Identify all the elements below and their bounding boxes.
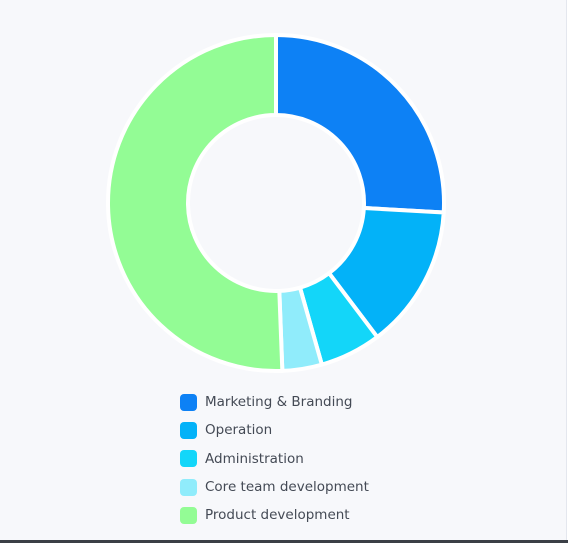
legend-item[interactable]: Operation [180,416,440,444]
chart-legend: Marketing & Branding Operation Administrat… [180,388,440,529]
donut-slice-marketing-branding[interactable] [274,33,446,215]
legend-item[interactable]: Core team development [180,473,440,501]
legend-item[interactable]: Product development [180,501,440,529]
bottom-border [0,540,568,543]
legend-swatch [180,450,197,468]
donut-slice-product-development[interactable] [106,33,285,373]
legend-swatch [180,478,197,496]
donut-chart [106,33,446,373]
legend-item[interactable]: Marketing & Branding [180,388,440,416]
legend-label: Product development [205,507,350,524]
legend-label: Core team development [205,479,369,496]
legend-swatch [180,421,197,439]
legend-item[interactable]: Administration [180,445,440,473]
legend-swatch [180,506,197,524]
legend-label: Operation [205,422,273,439]
legend-label: Marketing & Branding [205,394,353,411]
legend-label: Administration [205,450,304,467]
legend-swatch [180,393,197,411]
